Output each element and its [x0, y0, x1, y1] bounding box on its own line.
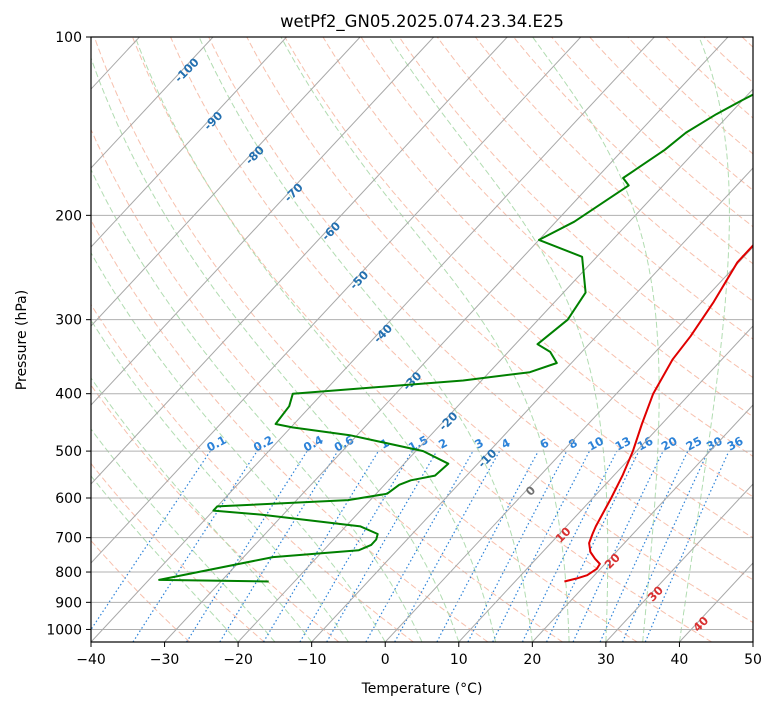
dry-adiabat [91, 303, 414, 642]
mixing-ratio-label: 36 [725, 434, 746, 454]
isotherm-line [605, 483, 753, 642]
mixing-ratio-line [622, 450, 709, 642]
dewpoint-profile-line [158, 93, 753, 583]
dry-adiabat [208, 37, 753, 581]
moist-adiabat [532, 37, 660, 642]
mixing-ratio-line [365, 450, 474, 642]
plot-frame [90, 36, 754, 643]
moist-adiabat [91, 319, 349, 642]
x-tick-label: 30 [597, 652, 615, 668]
mixing-ratio-line [219, 450, 339, 642]
mixing-ratio-label: 25 [684, 434, 705, 454]
mixing-ratio-line [262, 450, 379, 642]
moist-adiabat [91, 56, 460, 642]
x-tick-label: 50 [744, 652, 762, 668]
moist-adiabat [388, 37, 609, 642]
mixing-ratio-line [521, 450, 618, 642]
mixing-ratio-label: 30 [704, 434, 725, 454]
y-tick-label: 1000 [46, 622, 82, 638]
dry-adiabat [436, 37, 753, 340]
isotherm-line [91, 37, 287, 248]
moist-adiabat [91, 251, 386, 642]
dry-adiabat [475, 37, 753, 302]
dry-adiabat [170, 37, 753, 624]
x-axis-label: Temperature (°C) [361, 681, 483, 697]
dry-adiabat [132, 37, 713, 642]
y-tick-label: 800 [55, 565, 82, 581]
isotherm-line [91, 37, 361, 327]
isotherm-line [91, 37, 508, 485]
isotherm-line [91, 37, 214, 169]
moist-adiabat [198, 37, 533, 642]
chart-title: wetPf2_GN05.2025.074.23.34.E25 [280, 12, 564, 32]
x-tick-label: 0 [381, 652, 390, 668]
dry-adiabat [360, 37, 753, 418]
mixing-ratio-label: 16 [635, 434, 656, 454]
isotherm-line [91, 37, 582, 564]
dry-adiabat [246, 37, 753, 539]
dry-adiabat [398, 37, 753, 379]
moist-adiabat [91, 475, 239, 642]
mixing-ratio-line [436, 450, 539, 642]
isotherm-line [531, 404, 753, 642]
isotherm-line [91, 37, 655, 642]
mixing-ratio-label: 20 [659, 434, 680, 454]
y-tick-label: 300 [55, 313, 82, 329]
moist-adiabat [280, 37, 570, 642]
axes: −40 −30 −20 −10 0 10 20 30 40 50 1000 900 800 700 600 5… [46, 30, 762, 668]
isotherm-line [164, 37, 729, 642]
y-tick-label: 100 [55, 30, 82, 46]
isotherm-line [237, 88, 753, 642]
y-tick-label: 900 [55, 595, 82, 611]
x-tick-label: −30 [150, 652, 180, 668]
y-tick-label: 200 [55, 208, 82, 224]
dry-adiabat [284, 37, 753, 498]
y-tick-label: 500 [55, 444, 82, 460]
y-tick-label: 600 [55, 491, 82, 507]
x-tick-label: −40 [76, 652, 106, 668]
x-tick-label: 10 [450, 652, 468, 668]
temperature-profile-line [564, 244, 753, 583]
x-tick-label: −10 [297, 652, 327, 668]
y-tick-label: 700 [55, 531, 82, 547]
y-axis-label: Pressure (hPa) [14, 290, 30, 390]
mixing-ratio-line [394, 450, 501, 642]
isotherm-line [91, 37, 435, 406]
isotherm-line [384, 246, 753, 642]
dry-adiabat [91, 462, 265, 642]
dry-adiabat [513, 37, 753, 265]
moist-adiabat [134, 37, 497, 642]
isotherm-line [458, 325, 753, 642]
mixing-ratio-line [91, 450, 211, 631]
moist-adiabat [91, 168, 423, 642]
mixing-ratio-label: 13 [613, 434, 634, 454]
mixing-ratio-line [132, 450, 258, 642]
moist-adiabat [91, 428, 276, 642]
x-tick-label: 20 [523, 652, 541, 668]
mixing-ratio-label: 10 [585, 434, 606, 454]
y-tick-label: 400 [55, 387, 82, 403]
isotherm-line [311, 167, 753, 642]
dry-adiabat [91, 128, 563, 642]
x-tick-label: −20 [223, 652, 253, 668]
mixing-ratio-line [492, 450, 591, 642]
x-tick-label: 40 [671, 652, 689, 668]
